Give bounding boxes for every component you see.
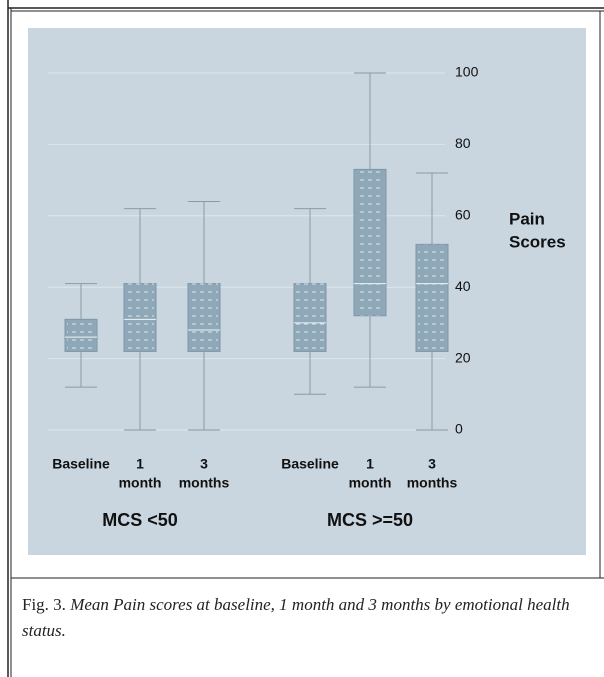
caption-text: Mean Pain scores at baseline, 1 month an…	[22, 595, 570, 640]
x-tick-label: month	[349, 475, 392, 491]
y-axis-title: Scores	[509, 232, 566, 251]
box-texture	[67, 319, 95, 352]
x-tick-label: months	[179, 475, 230, 491]
y-tick-label: 20	[455, 349, 471, 365]
y-tick-label: 100	[455, 64, 479, 80]
caption-label: Fig. 3.	[22, 595, 66, 614]
box-texture	[296, 283, 324, 352]
x-tick-label: 3	[428, 456, 436, 472]
group-label: MCS >=50	[327, 510, 413, 530]
box-texture	[356, 169, 384, 316]
y-tick-label: 0	[455, 421, 463, 437]
box-texture	[418, 244, 446, 352]
y-tick-label: 40	[455, 278, 471, 294]
x-tick-label: 1	[136, 456, 144, 472]
y-tick-label: 60	[455, 207, 471, 223]
y-tick-label: 80	[455, 135, 471, 151]
y-axis-title: Pain	[509, 209, 545, 228]
group-label: MCS <50	[102, 510, 178, 530]
x-tick-label: Baseline	[52, 456, 110, 472]
plot: 0 20 40 60 80 100 Pain Scores Baseline 1 month 3 mon…	[48, 64, 566, 530]
x-tick-label: months	[407, 475, 458, 491]
x-tick-label: Baseline	[281, 456, 339, 472]
box-texture	[190, 283, 218, 352]
x-tick-label: 3	[200, 456, 208, 472]
x-tick-label: 1	[366, 456, 374, 472]
box-texture	[126, 283, 154, 352]
caption: Fig. 3. Mean Pain scores at baseline, 1 …	[22, 592, 582, 644]
x-tick-label: month	[119, 475, 162, 491]
